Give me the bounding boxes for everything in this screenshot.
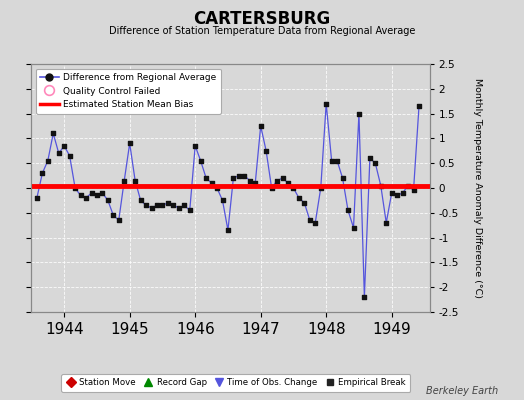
Point [350, 224, 358, 231]
Point [366, 155, 374, 162]
Point [404, 182, 412, 189]
Point [191, 143, 200, 149]
Point [32, 195, 41, 201]
Point [316, 185, 325, 191]
Point [409, 187, 418, 194]
Point [377, 182, 385, 189]
Point [360, 294, 368, 300]
Point [98, 190, 106, 196]
Point [229, 175, 237, 181]
Point [120, 177, 128, 184]
Point [54, 150, 63, 156]
Point [224, 227, 232, 233]
Point [60, 143, 69, 149]
Point [88, 190, 96, 196]
Point [174, 205, 183, 211]
Point [339, 175, 347, 181]
Text: Difference of Station Temperature Data from Regional Average: Difference of Station Temperature Data f… [109, 26, 415, 36]
Legend: Difference from Regional Average, Quality Control Failed, Estimated Station Mean: Difference from Regional Average, Qualit… [36, 68, 221, 114]
Point [185, 207, 194, 214]
Point [115, 217, 123, 224]
Point [202, 175, 210, 181]
Point [109, 212, 117, 218]
Point [77, 192, 85, 199]
Point [213, 185, 221, 191]
Point [294, 195, 303, 201]
Point [246, 177, 254, 184]
Point [398, 190, 407, 196]
Point [196, 158, 205, 164]
Point [158, 202, 167, 208]
Point [38, 170, 47, 176]
Point [267, 185, 276, 191]
Point [257, 123, 265, 129]
Point [371, 160, 379, 166]
Point [136, 197, 145, 204]
Legend: Station Move, Record Gap, Time of Obs. Change, Empirical Break: Station Move, Record Gap, Time of Obs. C… [61, 374, 410, 392]
Point [71, 185, 79, 191]
Y-axis label: Monthly Temperature Anomaly Difference (°C): Monthly Temperature Anomaly Difference (… [473, 78, 482, 298]
Point [278, 175, 287, 181]
Point [82, 195, 90, 201]
Point [180, 202, 189, 208]
Point [311, 220, 320, 226]
Point [93, 192, 101, 199]
Point [142, 202, 150, 208]
Point [393, 192, 401, 199]
Point [251, 180, 259, 186]
Point [66, 152, 74, 159]
Point [333, 158, 341, 164]
Point [126, 140, 134, 146]
Point [153, 202, 161, 208]
Point [235, 172, 243, 179]
Point [388, 190, 396, 196]
Point [344, 207, 352, 214]
Point [322, 100, 331, 107]
Point [289, 185, 298, 191]
Point [163, 200, 172, 206]
Point [208, 180, 216, 186]
Point [305, 217, 314, 224]
Point [355, 110, 363, 117]
Point [169, 202, 178, 208]
Point [382, 220, 390, 226]
Point [43, 158, 52, 164]
Point [104, 197, 112, 204]
Point [328, 158, 336, 164]
Text: CARTERSBURG: CARTERSBURG [193, 10, 331, 28]
Point [273, 177, 281, 184]
Point [49, 130, 58, 137]
Point [415, 103, 423, 109]
Text: Berkeley Earth: Berkeley Earth [425, 386, 498, 396]
Point [262, 148, 270, 154]
Point [300, 200, 309, 206]
Point [240, 172, 248, 179]
Point [147, 205, 156, 211]
Point [219, 197, 227, 204]
Point [131, 177, 139, 184]
Point [284, 180, 292, 186]
